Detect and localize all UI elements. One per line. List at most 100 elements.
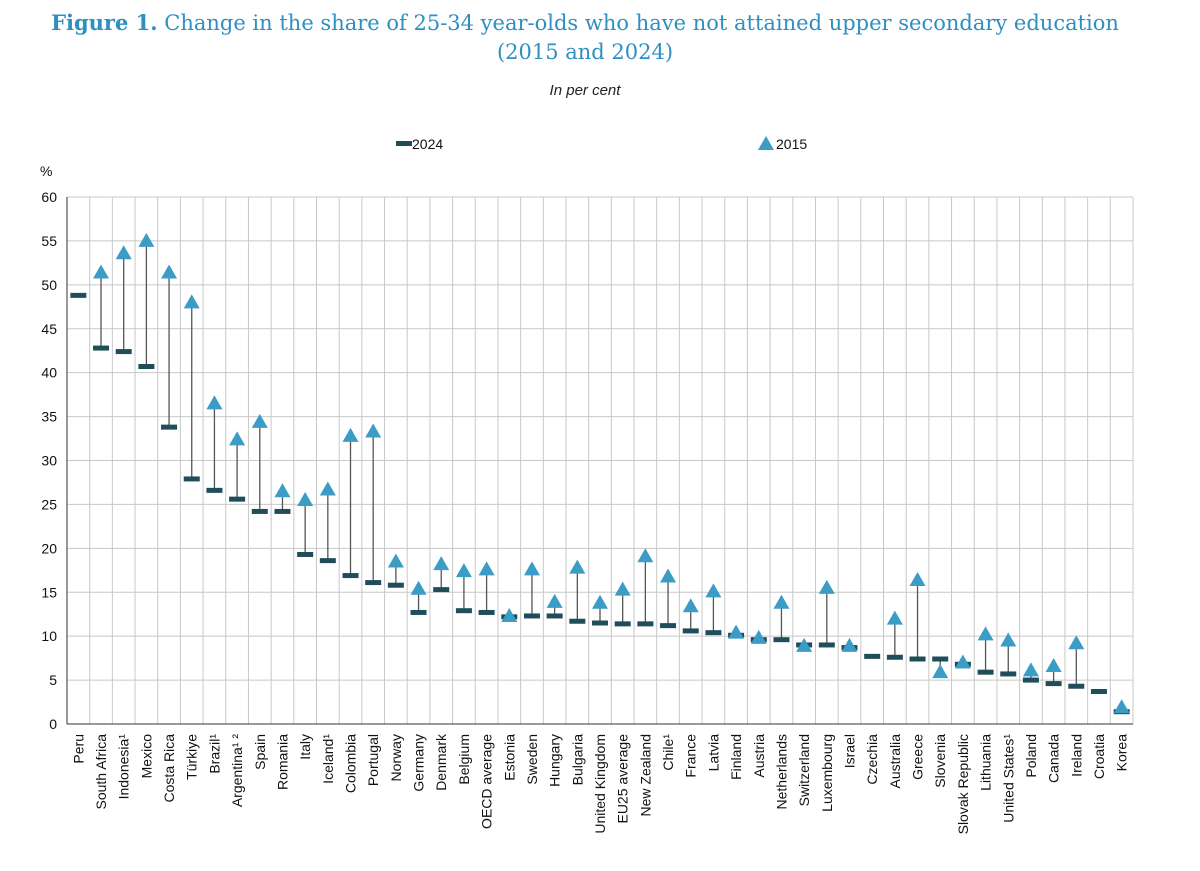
x-category-label: Australia bbox=[887, 734, 903, 789]
marker-2024 bbox=[478, 609, 495, 615]
x-category-label: Türkiye bbox=[184, 734, 200, 780]
marker-2024 bbox=[932, 656, 949, 662]
x-category-label: Norway bbox=[388, 734, 404, 781]
x-category-label: Costa Rica bbox=[161, 734, 177, 803]
marker-2015 bbox=[387, 553, 404, 568]
x-category-label: Slovenia bbox=[932, 734, 948, 788]
x-category-label: Hungary bbox=[547, 734, 563, 787]
marker-2024 bbox=[637, 621, 654, 627]
marker-2015 bbox=[297, 492, 314, 507]
x-category-label: Slovak Republic bbox=[955, 734, 971, 834]
marker-2024 bbox=[569, 618, 586, 624]
marker-2015 bbox=[1045, 658, 1062, 673]
x-category-label: Czechia bbox=[864, 734, 880, 785]
x-category-label: Latvia bbox=[705, 734, 721, 772]
marker-2015 bbox=[523, 561, 540, 576]
legend-label-2024: 2024 bbox=[412, 136, 443, 152]
marker-2015 bbox=[614, 581, 631, 596]
marker-2015 bbox=[1113, 699, 1130, 714]
figure-label: Figure 1. bbox=[51, 10, 158, 35]
marker-2015 bbox=[433, 556, 450, 571]
marker-2015 bbox=[569, 559, 586, 574]
x-category-label: Luxembourg bbox=[819, 734, 835, 812]
marker-2015 bbox=[1068, 635, 1085, 650]
marker-2015 bbox=[932, 664, 949, 679]
x-category-label: New Zealand bbox=[637, 734, 653, 817]
x-category-label: Greece bbox=[910, 734, 926, 780]
marker-2024 bbox=[183, 476, 200, 482]
y-tick-label: 0 bbox=[49, 716, 57, 732]
marker-2015 bbox=[455, 563, 472, 578]
marker-2015 bbox=[319, 481, 336, 496]
x-category-label: Ireland bbox=[1068, 734, 1084, 777]
x-category-label: Indonesia¹ bbox=[116, 734, 132, 800]
x-category-label: Mexico bbox=[138, 734, 154, 779]
marker-2024 bbox=[592, 620, 608, 626]
marker-2015 bbox=[342, 427, 359, 442]
marker-2015 bbox=[138, 232, 155, 247]
x-category-label: Croatia bbox=[1091, 734, 1107, 779]
marker-2015 bbox=[478, 561, 495, 576]
marker-2024 bbox=[161, 424, 178, 430]
x-category-label: Sweden bbox=[524, 734, 540, 785]
x-category-label: Romania bbox=[274, 734, 290, 790]
marker-2024 bbox=[229, 496, 246, 502]
x-category-label: OECD average bbox=[479, 734, 495, 829]
x-category-label: Bulgaria bbox=[569, 734, 585, 786]
marker-2024 bbox=[455, 608, 472, 614]
marker-2024 bbox=[297, 551, 314, 557]
marker-2024 bbox=[365, 580, 382, 586]
x-category-label: EU25 average bbox=[615, 734, 631, 824]
x-category-label: South Africa bbox=[93, 734, 109, 810]
marker-2024 bbox=[70, 292, 87, 298]
x-category-label: Germany bbox=[411, 734, 427, 792]
figure-title-line1: Change in the share of 25-34 year-olds w… bbox=[164, 11, 1119, 35]
marker-2015 bbox=[750, 629, 767, 644]
x-category-label: Chile¹ bbox=[660, 734, 676, 771]
marker-2015 bbox=[161, 264, 178, 279]
x-category-label: Brazil¹ bbox=[206, 734, 222, 774]
marker-2015 bbox=[206, 395, 223, 410]
marker-2015 bbox=[682, 598, 699, 613]
marker-2024 bbox=[1090, 689, 1107, 695]
marker-2015 bbox=[909, 571, 926, 586]
x-category-label: Denmark bbox=[433, 733, 449, 791]
y-tick-label: 20 bbox=[41, 540, 57, 556]
x-category-label: Israel bbox=[841, 734, 857, 768]
marker-2015 bbox=[592, 594, 608, 609]
marker-2024 bbox=[1045, 681, 1062, 687]
y-tick-label: 10 bbox=[41, 628, 57, 644]
marker-2024 bbox=[1000, 671, 1017, 677]
marker-2024 bbox=[138, 364, 155, 370]
marker-2015 bbox=[93, 264, 110, 279]
marker-2024 bbox=[274, 508, 291, 514]
x-category-label: Peru bbox=[70, 734, 86, 764]
marker-2024 bbox=[682, 628, 699, 634]
marker-2024 bbox=[523, 613, 540, 619]
marker-2024 bbox=[909, 656, 926, 662]
legend-marker-2024 bbox=[396, 141, 412, 146]
x-category-label: Belgium bbox=[456, 734, 472, 785]
x-category-label: Colombia bbox=[343, 734, 359, 793]
marker-2024 bbox=[410, 609, 427, 615]
marker-2024 bbox=[886, 654, 903, 660]
marker-2015 bbox=[115, 245, 132, 260]
marker-2015 bbox=[410, 580, 427, 595]
marker-2015 bbox=[841, 637, 858, 652]
marker-2015 bbox=[660, 568, 677, 583]
marker-2024 bbox=[342, 573, 359, 579]
marker-2024 bbox=[705, 630, 722, 636]
y-tick-label: 25 bbox=[41, 496, 57, 512]
y-axis-unit-label: % bbox=[40, 163, 52, 179]
x-category-label: Finland bbox=[728, 734, 744, 780]
y-tick-label: 5 bbox=[49, 672, 57, 688]
y-tick-label: 55 bbox=[41, 233, 57, 249]
marker-2024 bbox=[864, 653, 881, 659]
y-tick-label: 40 bbox=[41, 365, 57, 381]
marker-2024 bbox=[977, 669, 994, 675]
marker-2015 bbox=[183, 294, 200, 309]
marker-2024 bbox=[206, 487, 223, 493]
marker-2015 bbox=[977, 626, 994, 641]
y-tick-label: 15 bbox=[41, 584, 57, 600]
